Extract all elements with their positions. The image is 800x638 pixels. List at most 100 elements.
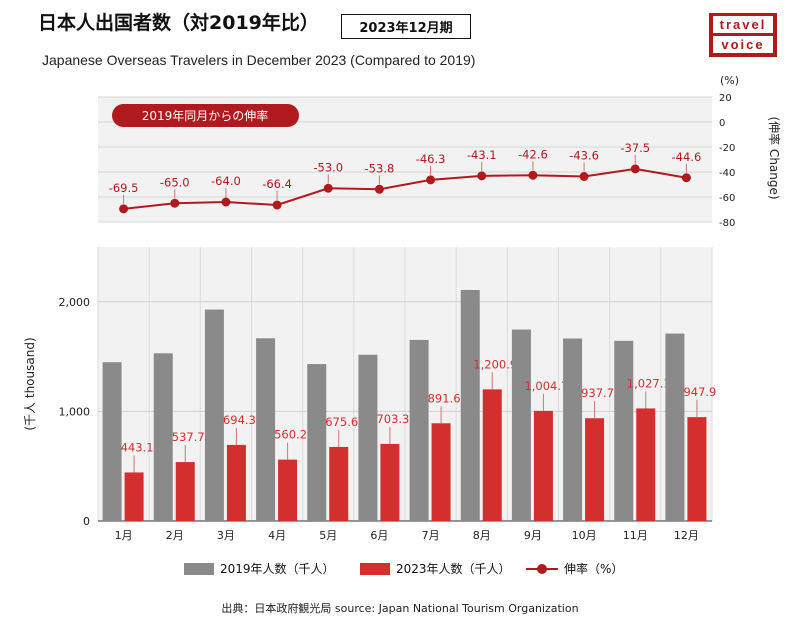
line-y-tick-label: 20 (719, 93, 732, 104)
x-tick-label: 3月 (217, 529, 235, 542)
growth-point (426, 175, 436, 185)
bar-2019 (358, 354, 378, 521)
bar-y-tick-label: 0 (83, 515, 90, 528)
bar-2019 (409, 339, 429, 521)
bar-2023 (380, 443, 400, 521)
bar-2023 (636, 408, 656, 521)
growth-value-label: -53.8 (365, 161, 395, 175)
growth-value-label: -37.5 (620, 141, 650, 155)
line-y-tick-label: -20 (719, 143, 735, 154)
bar-y-tick-label: 1,000 (59, 405, 91, 418)
x-tick-label: 2月 (166, 529, 184, 542)
bar-value-label: 1,004.7 (524, 379, 568, 393)
legend-label-change: 伸率（%） (564, 562, 624, 576)
x-tick-label: 12月 (674, 529, 699, 542)
bar-value-label: 560.2 (274, 428, 307, 442)
bar-2023 (226, 444, 246, 521)
bar-2019 (153, 353, 173, 521)
x-tick-label: 1月 (115, 529, 133, 542)
growth-point (272, 200, 282, 210)
legend-swatch-2019 (184, 562, 214, 575)
bar-2023 (278, 459, 298, 521)
growth-value-label: -46.3 (416, 152, 446, 166)
bar-y-tick-label: 2,000 (59, 296, 91, 309)
growth-value-label: -44.6 (672, 150, 702, 164)
growth-point (579, 172, 589, 181)
growth-line (123, 167, 687, 210)
bar-value-label: 1,027.1 (627, 376, 671, 390)
bar-2019 (563, 338, 583, 521)
legend-swatch-2023 (360, 562, 390, 575)
growth-badge-label: 2019年同月からの伸率 (142, 108, 269, 123)
legend-item-2023: 2023年人数（千人） (360, 560, 511, 577)
growth-point (630, 164, 640, 174)
bar-2023 (585, 418, 605, 521)
growth-value-label: -42.6 (518, 147, 548, 161)
growth-point (119, 204, 129, 214)
x-tick-label: 10月 (572, 529, 597, 542)
bar-2023 (687, 417, 707, 521)
growth-value-label: -43.6 (569, 149, 599, 163)
x-tick-label: 5月 (319, 529, 337, 542)
bar-y-axis-label: (千人 thousand) (23, 337, 37, 430)
line-y-tick-label: -40 (719, 168, 735, 179)
growth-point (681, 173, 691, 183)
line-unit-label: (%) (720, 74, 739, 87)
chart-canvas: 20 0 -20 -40 -60 -80 (%) (伸率 Change) 2019年同月からの伸… (23, 74, 782, 542)
x-tick-label: 6月 (370, 529, 388, 542)
bar-2019 (665, 333, 685, 521)
bar-2019 (614, 340, 634, 521)
growth-value-label: -43.1 (467, 148, 497, 162)
growth-value-label: -64.0 (211, 174, 241, 188)
bar-2019 (204, 309, 224, 521)
line-y-axis-label: (伸率 Change) (767, 116, 782, 199)
travelvoice-logo: travel voice (709, 13, 777, 57)
x-tick-label: 11月 (623, 529, 648, 542)
bar-value-label: 694.3 (223, 413, 256, 427)
legend-item-change: 伸率（%） (526, 560, 623, 577)
x-tick-label: 4月 (268, 529, 286, 542)
bar-value-label: 443.1 (121, 440, 154, 454)
bar-2019 (256, 338, 276, 521)
line-y-tick-label: -80 (719, 218, 735, 229)
bar-2023 (482, 389, 502, 521)
bar-2023 (533, 410, 553, 521)
bar-value-label: 947.9 (683, 385, 716, 399)
bar-value-label: 891.6 (428, 391, 461, 405)
chart-title: 日本人出国者数（対2019年比） (38, 12, 319, 34)
bar-value-label: 1,200.9 (473, 357, 517, 371)
line-y-tick-label: 0 (719, 118, 725, 129)
logo-text-travel: travel (713, 16, 773, 33)
growth-value-label: -53.0 (313, 160, 343, 174)
growth-value-label: -69.5 (109, 181, 139, 195)
bar-value-label: 703.3 (376, 412, 409, 426)
line-y-tick-label: -60 (719, 193, 735, 204)
bar-2023 (431, 423, 451, 521)
bar-value-label: 675.6 (325, 415, 358, 429)
x-tick-label: 7月 (422, 529, 440, 542)
growth-value-label: -65.0 (160, 175, 190, 189)
growth-point (477, 171, 487, 181)
bar-2019 (307, 364, 327, 521)
bar-value-label: 937.7 (581, 386, 614, 400)
legend-label-2023: 2023年人数（千人） (396, 562, 511, 576)
legend-item-2019: 2019年人数（千人） (184, 560, 335, 577)
legend-label-2019: 2019年人数（千人） (220, 562, 335, 576)
growth-point (221, 197, 231, 207)
logo-text-voice: voice (713, 36, 773, 53)
bar-2023 (124, 472, 144, 521)
growth-point (528, 170, 538, 180)
bar-2019 (511, 329, 531, 521)
legend-swatch-change (526, 563, 558, 575)
growth-badge (112, 104, 299, 127)
x-tick-label: 9月 (524, 529, 542, 542)
growth-point (170, 198, 180, 208)
chart-subtitle: Japanese Overseas Travelers in December … (42, 52, 476, 68)
bar-2019 (102, 362, 122, 521)
x-tick-label: 8月 (473, 529, 491, 542)
growth-point (374, 184, 384, 194)
bar-2023 (175, 462, 195, 521)
source-note: 出典：日本政府観光局 source: Japan National Touris… (221, 602, 579, 615)
growth-point (323, 183, 333, 193)
bar-2023 (329, 446, 349, 521)
